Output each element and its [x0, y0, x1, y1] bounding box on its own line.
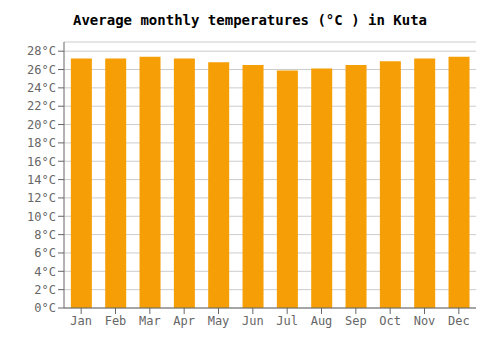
- svg-text:20°C: 20°C: [27, 118, 56, 132]
- html-text:Average monthly temperatures (: Average monthly temperatures (°C ) in Ku…: [73, 12, 427, 28]
- svg-text:Apr: Apr: [173, 314, 195, 328]
- svg-text:12°C: 12°C: [27, 191, 56, 205]
- svg-text:Sep: Sep: [345, 314, 367, 328]
- svg-text:Jun: Jun: [242, 314, 264, 328]
- svg-text:26°C: 26°C: [27, 63, 56, 77]
- svg-text:22°C: 22°C: [27, 99, 56, 113]
- svg-text:0°C: 0°C: [34, 301, 56, 315]
- svg-text:2°C: 2°C: [34, 283, 56, 297]
- svg-text:Mar: Mar: [139, 314, 161, 328]
- svg-text:Jul: Jul: [276, 314, 298, 328]
- svg-text:Oct: Oct: [379, 314, 401, 328]
- svg-text:16°C: 16°C: [27, 155, 56, 169]
- svg-text:6°C: 6°C: [34, 246, 56, 260]
- svg-text:Feb: Feb: [105, 314, 127, 328]
- svg-text:10°C: 10°C: [27, 210, 56, 224]
- svg-text:4°C: 4°C: [34, 265, 56, 279]
- svg-text:8°C: 8°C: [34, 228, 56, 242]
- svg-text:Nov: Nov: [414, 314, 436, 328]
- svg-text:Jan: Jan: [70, 314, 92, 328]
- svg-text:28°C: 28°C: [27, 44, 56, 58]
- svg-text:24°C: 24°C: [27, 81, 56, 95]
- svg-text:May: May: [208, 314, 230, 328]
- svg-text:Dec: Dec: [448, 314, 470, 328]
- svg-text:14°C: 14°C: [27, 173, 56, 187]
- svg-text:Aug: Aug: [311, 314, 333, 328]
- svg-text:18°C: 18°C: [27, 136, 56, 150]
